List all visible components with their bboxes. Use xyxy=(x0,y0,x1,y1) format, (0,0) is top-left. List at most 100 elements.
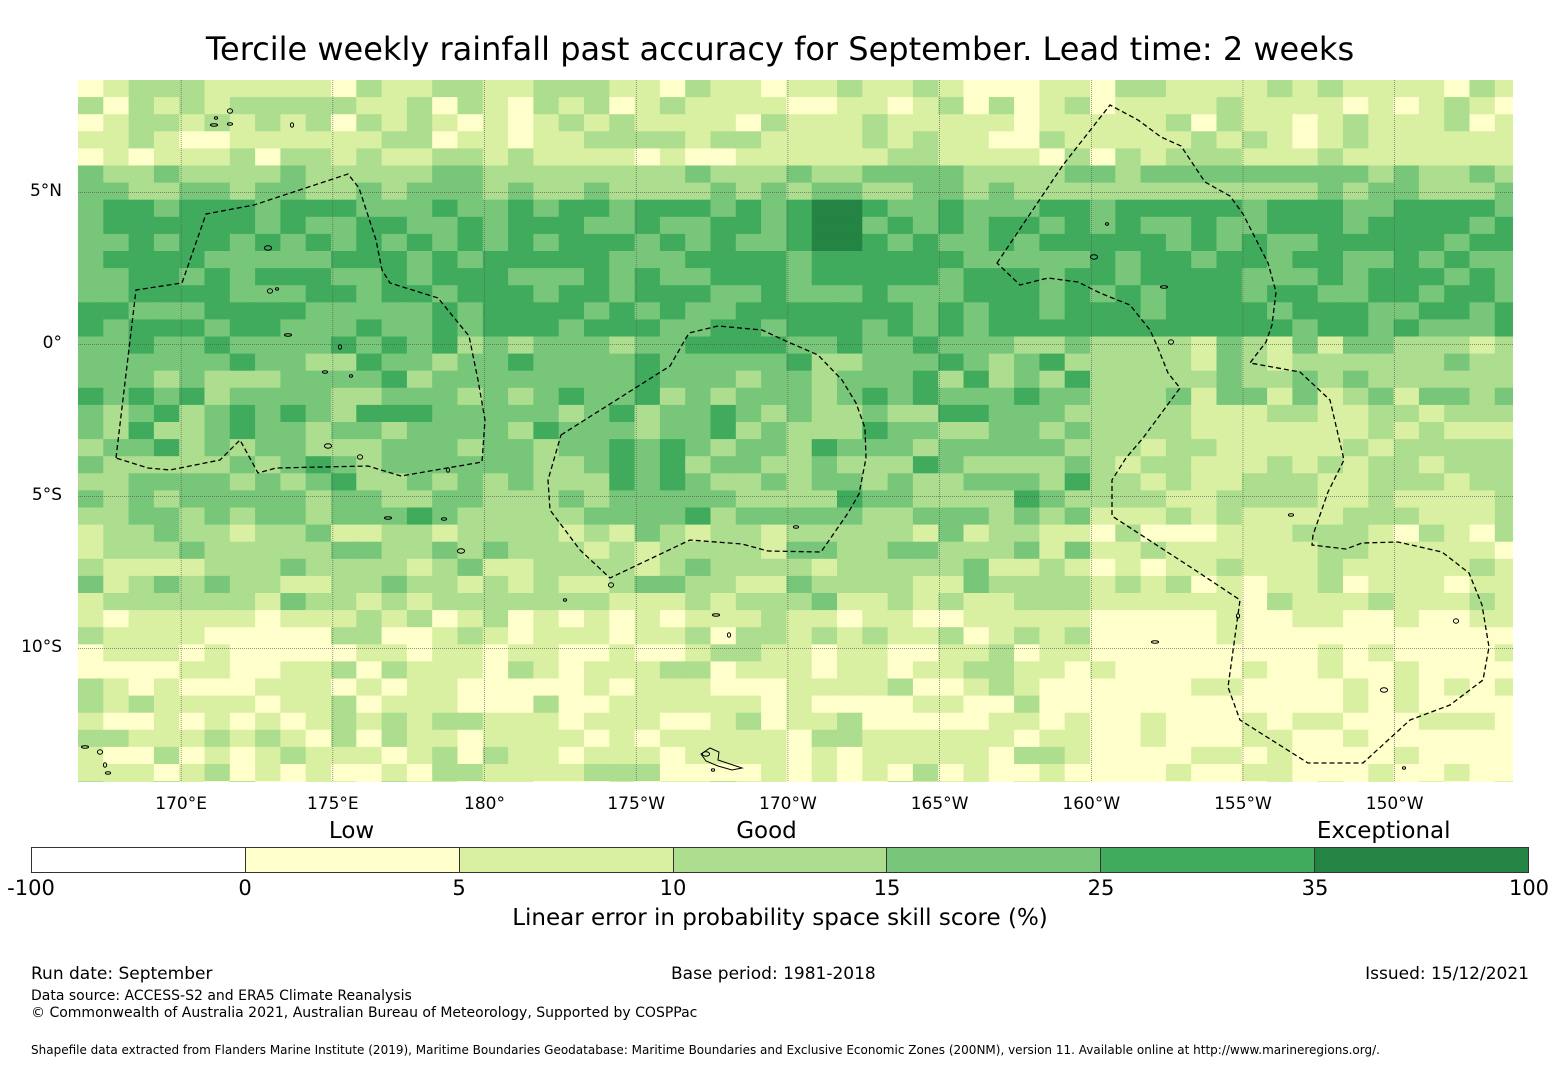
skill-cell xyxy=(609,251,636,269)
skill-cell xyxy=(862,251,889,269)
skill-cell xyxy=(1014,507,1040,526)
skill-cell xyxy=(558,644,585,662)
skill-cell xyxy=(1444,319,1471,338)
skill-cell xyxy=(1191,97,1218,115)
skill-cell xyxy=(457,456,484,474)
skill-cell xyxy=(1090,422,1116,440)
skill-cell xyxy=(735,422,762,440)
skill-cell xyxy=(634,353,661,372)
colorbar-segment xyxy=(459,848,674,872)
skill-cell xyxy=(1014,285,1040,303)
skill-cell xyxy=(1292,541,1319,560)
skill-cell xyxy=(1393,524,1420,543)
skill-cell xyxy=(204,182,231,201)
skill-cell xyxy=(1090,233,1116,252)
skill-cell xyxy=(912,490,939,509)
skill-cell xyxy=(103,678,130,697)
skill-cell xyxy=(432,661,459,680)
skill-cell xyxy=(1039,404,1066,423)
skill-cell xyxy=(1216,524,1243,543)
skill-cell xyxy=(482,114,509,132)
skill-cell xyxy=(179,353,206,372)
skill-cell xyxy=(609,764,636,782)
skill-cell xyxy=(356,439,383,457)
skill-cell xyxy=(406,541,433,560)
skill-cell xyxy=(1241,558,1268,577)
skill-cell xyxy=(1090,80,1116,98)
skill-cell xyxy=(331,678,357,697)
skill-cell xyxy=(78,387,104,406)
skill-cell xyxy=(1444,507,1471,526)
skill-cell xyxy=(1267,422,1293,440)
skill-cell xyxy=(255,182,281,201)
skill-cell xyxy=(179,575,206,594)
skill-cell xyxy=(331,114,357,132)
skill-cell xyxy=(533,678,560,697)
skill-cell xyxy=(862,80,889,98)
skill-cell xyxy=(811,387,838,406)
island-outline xyxy=(1379,687,1389,693)
skill-cell xyxy=(1469,575,1496,594)
skill-cell xyxy=(179,490,206,509)
skill-cell xyxy=(811,182,838,201)
skill-cell xyxy=(685,422,712,440)
skill-cell xyxy=(735,439,762,457)
skill-cell xyxy=(963,251,990,269)
skill-cell xyxy=(128,319,155,338)
skill-cell xyxy=(811,473,838,491)
skill-cell xyxy=(862,387,889,406)
skill-cell xyxy=(659,541,686,560)
skill-cell xyxy=(482,268,509,286)
skill-cell xyxy=(406,439,433,457)
skill-cell xyxy=(1317,473,1344,491)
skill-cell xyxy=(1368,781,1395,782)
skill-cell xyxy=(1216,781,1243,782)
skill-cell xyxy=(331,251,357,269)
skill-cell xyxy=(887,678,914,697)
skill-cell xyxy=(912,712,939,731)
skill-cell xyxy=(786,80,813,98)
skill-cell xyxy=(1393,285,1420,303)
colorbar-tick-label: 5 xyxy=(452,876,466,900)
skill-cell xyxy=(659,558,686,577)
skill-cell xyxy=(735,216,762,235)
skill-cell xyxy=(1191,302,1218,320)
skill-cell xyxy=(457,541,484,560)
skill-cell xyxy=(938,610,965,628)
skill-cell xyxy=(584,131,610,149)
island-outline xyxy=(792,525,800,529)
skill-cell xyxy=(381,507,408,526)
skill-cell xyxy=(1368,285,1395,303)
skill-cell xyxy=(837,729,863,748)
skill-cell xyxy=(280,661,307,680)
skill-cell xyxy=(508,387,534,406)
skill-cell xyxy=(204,575,231,594)
skill-cell xyxy=(710,456,737,474)
island-outline xyxy=(1104,222,1110,226)
colorbar-segment xyxy=(673,848,888,872)
skill-cell xyxy=(659,422,686,440)
skill-cell xyxy=(1343,422,1369,440)
skill-cell xyxy=(78,216,104,235)
skill-cell xyxy=(584,610,610,628)
skill-cell xyxy=(179,370,206,389)
skill-cell xyxy=(912,387,939,406)
skill-cell xyxy=(837,80,863,98)
skill-cell xyxy=(103,353,130,372)
skill-cell xyxy=(78,764,104,782)
skill-cell xyxy=(811,336,838,355)
skill-cell xyxy=(634,575,661,594)
skill-cell xyxy=(634,695,661,714)
skill-cell xyxy=(811,627,838,645)
skill-cell xyxy=(1317,627,1344,645)
skill-cell xyxy=(1267,370,1293,389)
skill-cell xyxy=(280,524,307,543)
skill-cell xyxy=(988,131,1015,149)
skill-cell xyxy=(1418,712,1445,731)
skill-cell xyxy=(457,216,484,235)
skill-cell xyxy=(1343,251,1369,269)
skill-cell xyxy=(887,541,914,560)
skill-cell xyxy=(508,165,534,184)
skill-cell xyxy=(1418,644,1445,662)
skill-cell xyxy=(381,233,408,252)
